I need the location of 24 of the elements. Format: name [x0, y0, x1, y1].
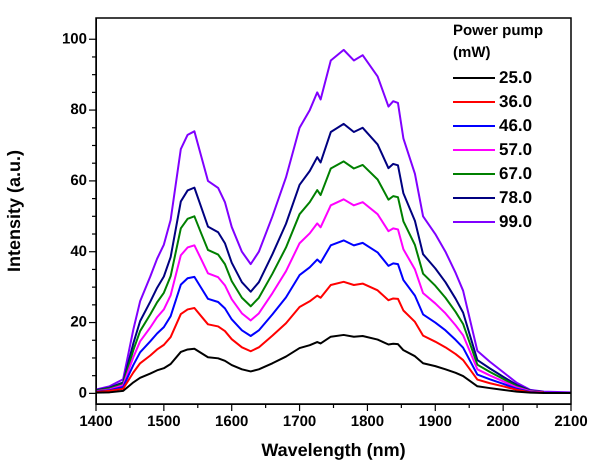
legend-title: Power pump (mW): [453, 21, 544, 63]
y-tick-label: 20: [70, 314, 87, 331]
y-axis-title: Intensity (a.u.): [4, 150, 24, 272]
x-tick-label: 1600: [215, 413, 248, 430]
legend-label: 78.0: [499, 188, 532, 208]
legend-label: 25.0: [499, 68, 532, 88]
legend-label: 46.0: [499, 116, 532, 136]
y-tick-label: 0: [78, 384, 87, 402]
legend-label: 99.0: [499, 212, 532, 232]
y-tick-label: 80: [70, 101, 87, 118]
legend-label: 67.0: [499, 164, 532, 184]
x-tick-label: 2000: [486, 413, 520, 430]
x-tick-label: 1500: [147, 413, 181, 430]
x-tick-label: 1400: [79, 413, 113, 430]
y-tick-label: 40: [70, 242, 87, 260]
x-axis-title: Wavelength (nm): [261, 440, 406, 460]
y-tick-label: 60: [70, 172, 87, 190]
x-tick-label: 2100: [554, 413, 588, 430]
x-tick-label: 1900: [418, 413, 452, 430]
y-tick-label: 100: [62, 30, 87, 48]
x-tick-label: 1800: [350, 413, 384, 430]
legend-label: 36.0: [499, 92, 532, 112]
legend-label: 57.0: [499, 140, 532, 160]
x-tick-label: 1700: [282, 413, 316, 430]
